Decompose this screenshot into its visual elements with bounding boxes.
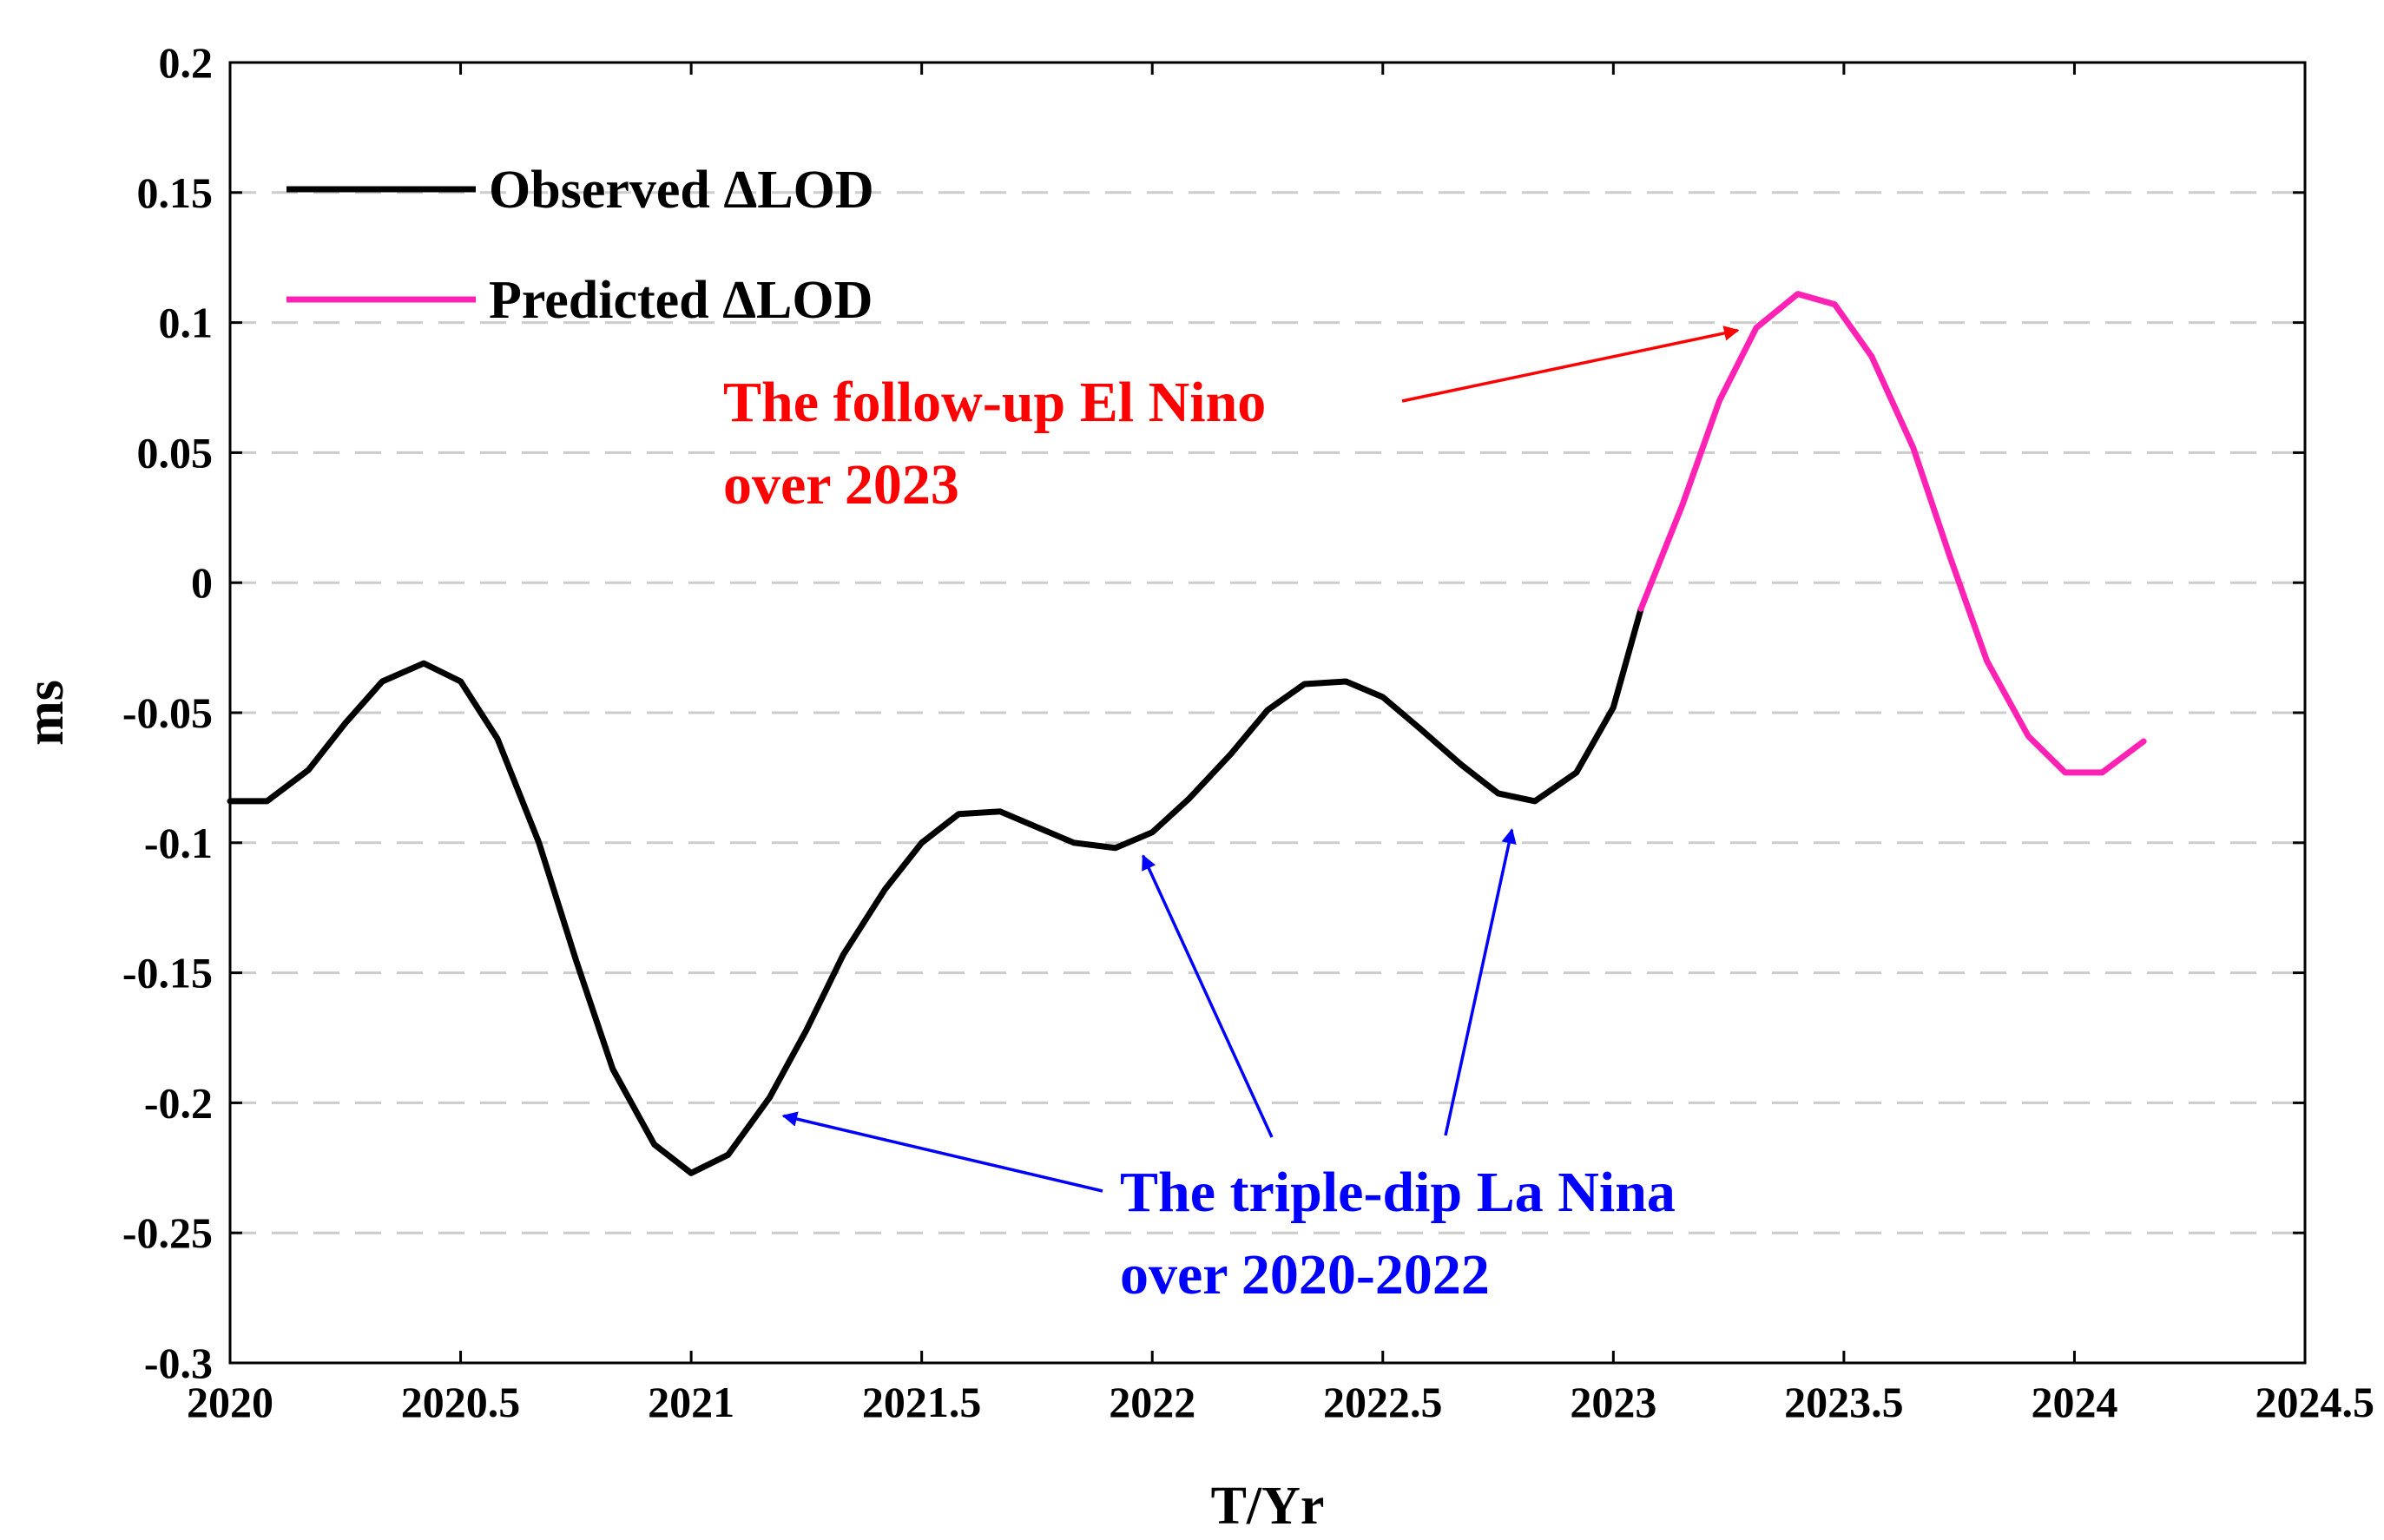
- legend-label-predicted: Predicted ΔLOD: [489, 271, 873, 330]
- x-tick-label: 2022: [1109, 1378, 1195, 1426]
- x-tick-label: 2021.5: [862, 1378, 982, 1426]
- x-axis-title: T/Yr: [1211, 1477, 1325, 1536]
- y-tick-label: -0.3: [144, 1339, 213, 1387]
- y-tick-label: 0.1: [159, 299, 214, 347]
- x-tick-label: 2023: [1570, 1378, 1656, 1426]
- y-tick-label: 0.2: [159, 38, 214, 87]
- x-tick-label: 2024.5: [2256, 1378, 2375, 1426]
- y-axis-title: ms: [16, 680, 75, 746]
- legend: Observed ΔLOD Predicted ΔLOD: [286, 161, 874, 330]
- x-tick-label: 2021: [648, 1378, 734, 1426]
- y-tick-label: 0: [191, 558, 213, 607]
- series-observed-line: [227, 605, 1644, 1176]
- x-tick-label: 2023.5: [1784, 1378, 1904, 1426]
- x-tick-label: 2024: [2031, 1378, 2117, 1426]
- annotation-la-nina-line-1: The triple-dip La Nina: [1120, 1161, 1676, 1224]
- axis-ticks: 0.2 0.15 0.1 0.05 0 -0.05 -0.1 -0.15 -0.2 -0.25 -0…: [122, 38, 2374, 1426]
- y-tick-label: -0.25: [122, 1208, 213, 1257]
- x-tick-label: 2022.5: [1323, 1378, 1443, 1426]
- y-tick-label: 0.05: [137, 428, 214, 477]
- y-tick-label: -0.15: [122, 949, 213, 997]
- series-lines: [227, 291, 2147, 1176]
- legend-label-observed: Observed ΔLOD: [489, 161, 874, 220]
- annotation-arrow: [1142, 854, 1274, 1138]
- series-predicted-line: [1637, 291, 2147, 776]
- y-tick-label: -0.2: [144, 1078, 213, 1127]
- y-tick-label: -0.05: [122, 688, 213, 737]
- annotation-la-nina-line-2: over 2020-2022: [1120, 1243, 1490, 1306]
- annotation-arrow: [1444, 828, 1517, 1136]
- annotation-el-nino-line-1: The follow-up El Nino: [723, 371, 1266, 434]
- y-tick-label: 0.15: [137, 168, 214, 217]
- annotation-el-nino-line-2: over 2023: [723, 453, 959, 517]
- annotation-arrow: [1401, 326, 1740, 403]
- x-tick-label: 2020.5: [401, 1378, 521, 1426]
- annotation-arrow: [781, 1111, 1103, 1193]
- x-tick-label: 2020: [187, 1378, 273, 1426]
- y-tick-label: -0.1: [144, 819, 213, 867]
- annotations: [781, 326, 1740, 1193]
